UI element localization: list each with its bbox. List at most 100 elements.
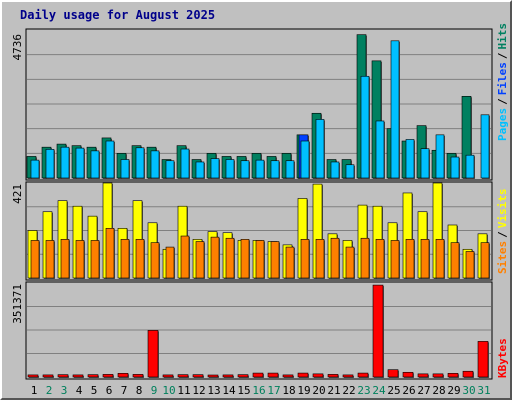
sites-bar [375, 239, 385, 279]
hits-legend: Pages / Files / Hits [496, 23, 509, 141]
sites-bar [60, 239, 70, 279]
day-label: 11 [177, 384, 190, 397]
kbytes-bar [372, 284, 384, 378]
day-label: 30 [462, 384, 475, 397]
day-label: 10 [162, 384, 175, 397]
sites-bar [285, 246, 295, 279]
sites-bar [450, 242, 460, 279]
kbytes-bar [72, 374, 84, 378]
kbytes-bar [162, 374, 174, 378]
pages-bar [75, 147, 85, 179]
pages-bar [210, 158, 220, 179]
kbytes-bar [282, 374, 294, 378]
sites-bar [405, 239, 415, 279]
kbytes-bar [87, 374, 99, 378]
kbytes-bar [222, 374, 234, 378]
kbytes-bar [432, 373, 444, 378]
sites-bar [225, 237, 235, 279]
pages-bar [435, 134, 445, 179]
pages-bar [180, 148, 190, 179]
legend-pages: Pages [496, 108, 509, 141]
day-label: 1 [31, 384, 38, 397]
pages-bar [60, 146, 70, 179]
kbytes-bar [462, 370, 474, 378]
day-label: 7 [121, 384, 128, 397]
day-label: 28 [432, 384, 445, 397]
day-label: 25 [387, 384, 400, 397]
sites-bar [255, 240, 265, 279]
sites-bar [435, 239, 445, 279]
kbytes-bar [357, 372, 369, 378]
kbytes-bar [417, 373, 429, 378]
kbytes-bar [27, 374, 39, 378]
sites-bar [165, 246, 175, 279]
sites-bar [90, 240, 100, 279]
day-label: 26 [402, 384, 415, 397]
pages-bar [465, 154, 475, 179]
day-label: 20 [312, 384, 325, 397]
kbytes-max-label: 351371 [11, 284, 24, 324]
kbytes-bar [192, 374, 204, 378]
sites-bar [210, 236, 220, 279]
sites-bar [270, 241, 280, 279]
kbytes-bar [387, 369, 399, 378]
kbytes-bar [447, 373, 459, 378]
pages-bar [330, 161, 340, 179]
sites-bar [120, 239, 130, 279]
kbytes-legend: KBytes [496, 338, 509, 378]
sites-bar [420, 239, 430, 279]
day-label: 6 [106, 384, 113, 397]
legend-sep-1: / [496, 98, 509, 105]
sites-bar [360, 237, 370, 279]
sites-bar [390, 240, 400, 279]
legend-visits: Visits [496, 189, 509, 229]
day-label: 31 [477, 384, 490, 397]
hits-bars [26, 34, 490, 179]
sites-bar [345, 246, 355, 279]
legend-files: Files [496, 62, 509, 95]
pages-bar [315, 119, 325, 179]
legend-sep-3: / [496, 231, 509, 238]
kbytes-bar [342, 374, 354, 378]
kbytes-bar [57, 374, 69, 378]
legend-sites: Sites [496, 241, 509, 274]
sites-bar [300, 239, 310, 279]
visits-bars [27, 182, 490, 279]
sites-bar [480, 242, 490, 279]
pages-bar [255, 159, 265, 179]
kbytes-bar [207, 374, 219, 378]
sites-bar [45, 240, 55, 279]
legend-hits: Hits [496, 23, 509, 50]
pages-bar [195, 161, 205, 179]
pages-bar [120, 159, 130, 179]
kbytes-bar [312, 373, 324, 378]
day-label: 8 [136, 384, 143, 397]
day-labels: 1 2 3 4 5 6 7 8 9 10 11 12 13 14 15 16 17 18 19 20 21 22 23 24 2… [31, 384, 491, 397]
legend-sep-2: / [496, 52, 509, 59]
sites-bar [75, 240, 85, 279]
day-label: 4 [76, 384, 83, 397]
kbytes-bar [102, 374, 114, 378]
pages-bar [150, 150, 160, 179]
pages-bar [135, 147, 145, 179]
sites-bar [180, 235, 190, 279]
day-label: 15 [237, 384, 250, 397]
kbytes-bar [297, 372, 309, 378]
kbytes-bar [237, 374, 249, 378]
pages-bar [405, 139, 415, 179]
pages-bar [30, 159, 40, 179]
pages-bar [90, 150, 100, 179]
kbytes-bar [42, 374, 54, 378]
pages-bar [165, 160, 175, 179]
legend-kbytes: KBytes [496, 338, 509, 378]
pages-bar [375, 120, 385, 179]
day-label: 16 [252, 384, 265, 397]
kbytes-bar [177, 374, 189, 378]
sites-bar [465, 251, 475, 279]
sites-bar [330, 237, 340, 279]
sites-bar [105, 227, 115, 279]
day-label: 19 [297, 384, 310, 397]
kbytes-bar [117, 373, 129, 378]
sites-bar [315, 239, 325, 279]
